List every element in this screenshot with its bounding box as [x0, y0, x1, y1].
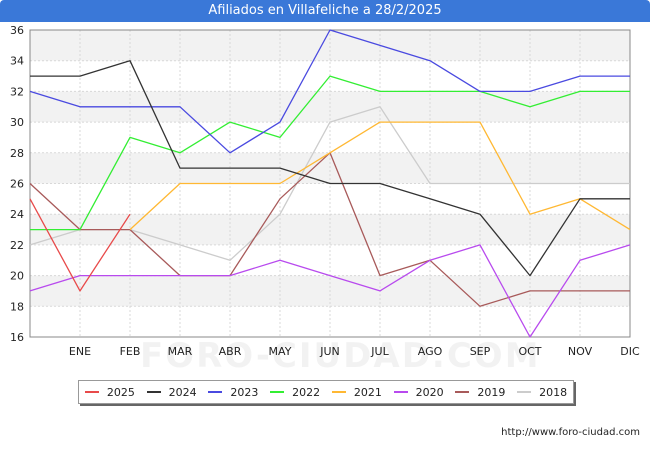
legend-item-2018: 2018	[517, 386, 567, 399]
x-tick-label: JUN	[319, 345, 340, 358]
series-line-2020	[29, 244, 631, 338]
source-url[interactable]: http://www.foro-ciudad.com	[501, 427, 640, 438]
legend: 2025 2024 2023 2022 2021 2020 2019 2018	[78, 380, 574, 404]
legend-item-2025: 2025	[84, 385, 135, 399]
y-tick-label: 30	[10, 116, 24, 129]
y-tick-label: 34	[10, 55, 24, 68]
legend-label: 2024	[168, 385, 197, 399]
legend-item-2023: 2023	[208, 386, 258, 399]
legend-swatch	[455, 391, 470, 393]
legend-label: 2023	[230, 385, 259, 399]
legend-swatch	[393, 391, 408, 393]
legend-item-2019: 2019	[455, 386, 505, 399]
legend-swatch	[84, 391, 99, 393]
y-tick-label: 20	[10, 270, 24, 283]
y-tick-label: 16	[10, 331, 24, 344]
series-line-2021	[129, 121, 631, 231]
x-tick-label: ABR	[219, 345, 242, 358]
y-tick-label: 32	[10, 85, 24, 98]
x-tick-label: NOV	[568, 345, 593, 358]
legend-swatch	[208, 391, 223, 393]
legend-label: 2019	[477, 385, 506, 399]
legend-label: 2021	[353, 385, 382, 399]
x-tick-label: AGO	[418, 345, 443, 358]
x-tick-label: FEB	[120, 345, 141, 358]
x-tick-label: JUL	[370, 345, 389, 358]
y-tick-labels: 16 18 20 22 24 26 28 30 32 34 36	[10, 24, 24, 344]
x-tick-label: ENE	[69, 345, 91, 358]
legend-item-2022: 2022	[270, 386, 320, 399]
y-tick-label: 22	[10, 239, 24, 252]
series-line-2022	[30, 75, 630, 231]
legend-swatch	[146, 391, 161, 393]
watermark: FORO-CIUDAD.COM	[140, 336, 541, 376]
x-tick-label: OCT	[518, 345, 541, 358]
y-tick-label: 28	[10, 147, 24, 160]
x-tick-label: SEP	[470, 345, 491, 358]
y-tick-label: 36	[10, 24, 24, 37]
series-line-2023	[29, 29, 630, 154]
x-tick-label: MAR	[168, 345, 193, 358]
legend-label: 2025	[106, 385, 135, 399]
y-tick-label: 24	[10, 208, 24, 221]
legend-label: 2020	[415, 385, 444, 399]
series-line-2024	[30, 60, 630, 277]
legend-swatch	[517, 391, 532, 393]
legend-item-2020: 2020	[393, 385, 444, 399]
y-tick-label: 26	[10, 178, 24, 191]
y-tick-label: 18	[10, 300, 24, 313]
legend-label: 2022	[292, 385, 321, 399]
x-tick-label: DIC	[620, 345, 640, 358]
series-lines	[29, 29, 631, 338]
series-line-2025	[29, 198, 131, 292]
x-tick-labels: ENE FEB MAR ABR MAY JUN JUL AGO SEP OCT NOV DIC	[69, 345, 640, 358]
legend-swatch	[331, 391, 346, 393]
x-tick-label: MAY	[269, 345, 292, 358]
legend-item-2024: 2024	[146, 385, 197, 399]
legend-swatch	[270, 391, 285, 393]
legend-item-2021: 2021	[331, 385, 382, 399]
chart-title: Afiliados en Villafeliche a 28/2/2025	[0, 0, 650, 22]
legend-label: 2018	[539, 385, 568, 399]
